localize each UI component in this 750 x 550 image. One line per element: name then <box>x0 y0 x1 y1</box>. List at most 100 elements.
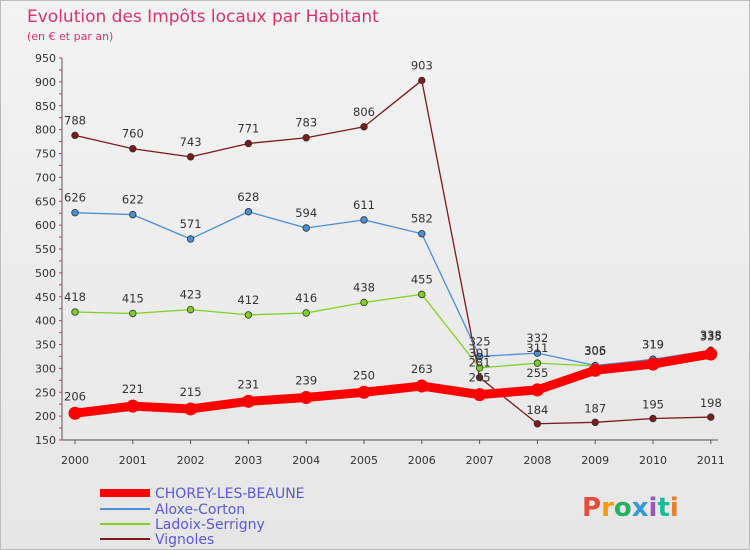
data-point <box>184 402 198 416</box>
data-point <box>418 76 426 85</box>
data-label: 622 <box>122 193 144 207</box>
y-tick-label: 350 <box>35 339 56 352</box>
y-tick-label: 800 <box>35 124 56 137</box>
axes: 150 200 250 300 350 400 450 500 550 600 650 700 750 8… <box>35 52 725 467</box>
data-point <box>360 216 368 224</box>
y-tick-label: 200 <box>35 410 56 423</box>
x-tick-label: 2004 <box>292 454 320 467</box>
logo-letter: x <box>632 493 649 523</box>
chart-subtitle: (en € et par an) <box>27 30 113 43</box>
data-label: 788 <box>64 113 86 127</box>
data-label: 611 <box>353 198 375 212</box>
data-point <box>186 235 195 243</box>
data-label: 305 <box>584 344 606 358</box>
data-label: 255 <box>526 366 548 380</box>
data-label: 221 <box>122 382 144 396</box>
data-point <box>244 311 253 319</box>
data-label: 195 <box>642 398 664 412</box>
data-point <box>704 347 718 361</box>
data-point <box>71 131 79 140</box>
data-label: 311 <box>526 341 548 355</box>
data-label: 245 <box>469 371 491 385</box>
data-label: 783 <box>295 116 317 130</box>
data-label: 215 <box>180 385 202 399</box>
data-label: 760 <box>122 127 144 141</box>
data-point <box>126 399 140 413</box>
data-label: 198 <box>700 396 722 410</box>
data-label: 582 <box>411 212 433 226</box>
data-label: 626 <box>64 191 86 205</box>
data-point <box>707 413 715 421</box>
data-point <box>591 418 599 427</box>
data-point <box>533 349 542 357</box>
x-tick-label: 2006 <box>408 454 436 467</box>
data-point <box>186 153 195 161</box>
data-point <box>71 209 79 217</box>
data-label: 415 <box>122 291 144 305</box>
data-point <box>302 134 310 142</box>
logo-letter: t <box>657 493 669 523</box>
data-label: 806 <box>353 105 375 119</box>
data-label: 416 <box>295 291 317 305</box>
x-tick-label: 2009 <box>581 454 609 467</box>
series-line-3 <box>74 79 712 425</box>
logo-letter: P <box>582 493 601 523</box>
data-label: 338 <box>700 328 722 342</box>
data-label: 418 <box>64 290 86 304</box>
data-point <box>533 359 542 367</box>
data-point <box>68 406 82 420</box>
data-point <box>129 210 137 219</box>
data-point <box>530 383 544 397</box>
data-label: 335 <box>700 330 722 344</box>
logo-letter: o <box>614 493 632 523</box>
data-labels: 206 221 215 231 239 250 263 245 255 626 622 571 628 5… <box>64 58 722 416</box>
y-tick-label: 900 <box>35 76 56 89</box>
data-label: 455 <box>411 272 433 286</box>
data-point <box>418 230 426 238</box>
data-label: 206 <box>64 389 86 403</box>
legend-label: Vignoles <box>155 532 214 548</box>
x-tick-label: 2007 <box>466 454 494 467</box>
data-point <box>360 298 368 307</box>
data-label: 594 <box>295 206 317 220</box>
data-point <box>186 305 195 314</box>
data-point <box>418 290 426 299</box>
data-label: 319 <box>642 337 664 351</box>
series-line-0 <box>70 349 716 418</box>
x-tick-label: 2011 <box>697 454 725 467</box>
x-tick-label: 2003 <box>234 454 262 467</box>
data-label: 319 <box>642 337 664 351</box>
data-point <box>360 123 368 131</box>
data-point <box>302 309 310 317</box>
data-point <box>302 224 310 232</box>
data-point <box>299 391 313 405</box>
data-label: 571 <box>180 217 202 231</box>
chart-title: Evolution des Impôts locaux par Habitant <box>27 7 379 27</box>
data-label: 306 <box>584 344 606 358</box>
y-tick-label: 450 <box>35 291 56 304</box>
data-label: 187 <box>584 401 606 415</box>
data-point <box>588 363 602 377</box>
data-label: 301 <box>469 346 491 360</box>
series-lines <box>70 79 716 425</box>
x-tick-label: 2010 <box>639 454 667 467</box>
y-tick-label: 950 <box>35 52 56 65</box>
y-tick-label: 300 <box>35 362 56 375</box>
x-tick-label: 2002 <box>177 454 205 467</box>
series-line-2 <box>74 293 712 369</box>
data-point <box>244 139 253 148</box>
data-point <box>357 385 371 399</box>
y-tick-label: 650 <box>35 195 56 208</box>
legend-label: Ladoix-Serrigny <box>155 517 265 533</box>
logo-letter: i <box>670 493 679 523</box>
data-label: 184 <box>526 403 548 417</box>
data-point <box>649 414 657 423</box>
data-label: 628 <box>237 190 259 204</box>
proxiti-logo: Proxiti <box>582 493 679 523</box>
data-label: 332 <box>526 331 548 345</box>
y-tick-label: 550 <box>35 243 56 256</box>
legend: CHOREY-LES-BEAUNEAloxe-CortonLadoix-Serr… <box>100 486 305 548</box>
data-point <box>475 364 484 372</box>
y-tick-label: 150 <box>35 434 56 447</box>
